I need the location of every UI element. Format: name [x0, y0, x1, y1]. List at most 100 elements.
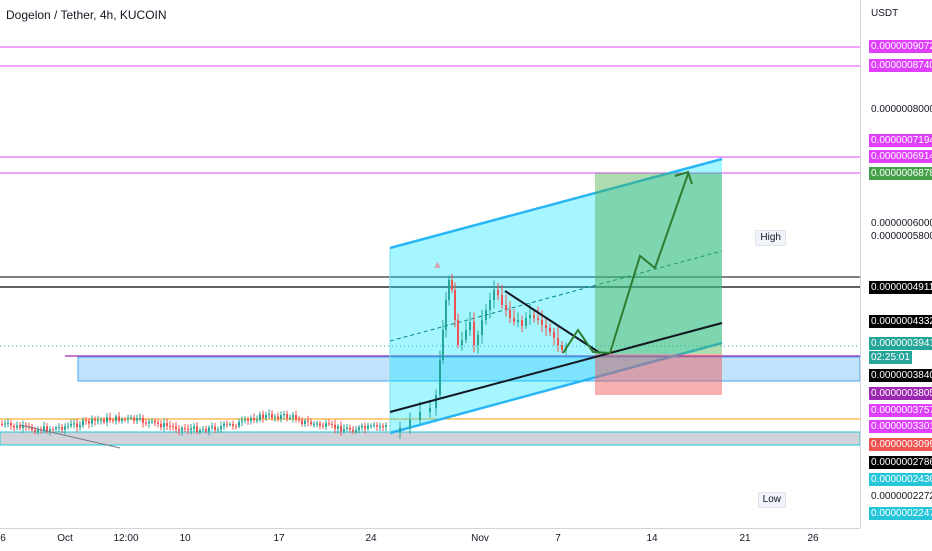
- candle-body: [250, 418, 252, 421]
- candle-body: [385, 425, 387, 427]
- price-label-3757: 0.0000003757: [869, 404, 932, 417]
- channel-bottom-line[interactable]: [389, 341, 723, 435]
- candle-body: [22, 425, 24, 428]
- black-support-trend[interactable]: [389, 322, 723, 413]
- price-label-3099: 0.0000003099: [869, 438, 932, 451]
- candle-body: [13, 425, 15, 428]
- candle-body: [220, 426, 222, 430]
- candle-body: [205, 428, 207, 432]
- candle-body: [226, 423, 228, 425]
- candle-body: [49, 429, 51, 432]
- support-zone-gray[interactable]: [0, 431, 860, 446]
- triangle-upper-line[interactable]: [504, 290, 601, 354]
- candle-body: [451, 280, 453, 290]
- candle-body: [28, 426, 30, 428]
- price-label-4332: 0.0000004332: [869, 315, 932, 328]
- candle-body: [399, 428, 401, 432]
- candle-body: [115, 416, 117, 422]
- price-tick: 0.0000006000: [871, 218, 932, 229]
- candle-body: [525, 318, 527, 326]
- candle-body: [355, 430, 357, 432]
- price-label-3805: 0.0000003805: [869, 387, 932, 400]
- candle-body: [124, 419, 126, 421]
- support-zone-blue[interactable]: [77, 356, 860, 382]
- candle-body: [193, 426, 195, 429]
- candle-body: [485, 310, 487, 320]
- candle-body: [379, 426, 381, 428]
- stop-zone[interactable]: [595, 354, 722, 395]
- price-label-7194: 0.0000007194: [869, 134, 932, 147]
- time-axis[interactable]: 6 Oct 12:00 10 17 24 Nov 7 14 21 26: [0, 528, 860, 551]
- candle-body: [85, 420, 87, 422]
- candle-body: [313, 423, 315, 425]
- high-tag: High: [755, 230, 786, 246]
- candle-body: [352, 429, 354, 432]
- candle-body: [235, 425, 237, 427]
- gray-trend-line[interactable]: [19, 424, 121, 449]
- candle-body: [549, 328, 551, 332]
- candle-body: [457, 320, 459, 345]
- target-zone[interactable]: [595, 173, 722, 354]
- candle-body: [340, 426, 342, 432]
- candle-body: [533, 315, 535, 318]
- countdown-label: 02:25:01: [869, 351, 912, 364]
- price-unit: USDT: [871, 8, 899, 19]
- candle-body: [364, 426, 366, 429]
- candle-body: [477, 335, 479, 345]
- price-tick: 0.0000002272: [871, 491, 932, 502]
- candle-body: [55, 427, 57, 430]
- candle-body: [88, 420, 90, 424]
- candle-body: [154, 420, 156, 423]
- candle-body: [325, 423, 327, 427]
- candle-body: [145, 422, 147, 424]
- time-tick: Oct: [57, 533, 73, 544]
- candle-body: [241, 420, 243, 422]
- candle-body: [133, 417, 135, 421]
- time-tick: 10: [179, 533, 191, 544]
- candle-body: [509, 310, 511, 318]
- channel-top-line[interactable]: [389, 157, 723, 250]
- candle-body: [148, 421, 150, 424]
- candle-body: [94, 418, 96, 421]
- candle-body: [244, 419, 246, 421]
- candle-body: [7, 423, 9, 425]
- candle-body: [517, 320, 519, 322]
- candle-body: [361, 426, 363, 428]
- time-tick: 12:00: [113, 533, 139, 544]
- candle-body: [214, 426, 216, 431]
- chart-canvas[interactable]: ▲ Dogelon / Tether, 4h, KUCOIN High Low: [0, 0, 860, 528]
- candle-body: [64, 426, 66, 430]
- candle-body: [256, 419, 258, 421]
- price-scale[interactable]: USDT 0.0000008000 0.0000006000 0.0000005…: [860, 0, 932, 528]
- candle-body: [280, 415, 282, 419]
- candle-body: [202, 428, 204, 431]
- candle-body: [334, 424, 336, 429]
- low-tag: Low: [757, 492, 786, 508]
- candle-body: [247, 419, 249, 421]
- candle-body: [283, 414, 285, 416]
- price-label-3301: 0.0000003301: [869, 420, 932, 433]
- candle-body: [445, 300, 447, 330]
- candle-body: [497, 290, 499, 295]
- price-label-9072: 0.0000009072: [869, 40, 932, 53]
- chart-drawing[interactable]: ▲: [0, 0, 860, 528]
- candle-body: [419, 412, 421, 420]
- candle-body: [175, 426, 177, 430]
- candle-body: [223, 423, 225, 427]
- candle-body: [337, 426, 339, 429]
- projected-path[interactable]: [562, 173, 689, 355]
- candle-body: [274, 416, 276, 418]
- candle-body: [181, 427, 183, 431]
- price-tick: 0.0000008000: [871, 104, 932, 115]
- candle-body: [97, 420, 99, 422]
- candle-body: [493, 290, 495, 300]
- price-tick: 0.0000005800: [871, 231, 932, 242]
- candle-body: [529, 315, 531, 318]
- candle-body: [513, 318, 515, 322]
- candle-body: [271, 414, 273, 418]
- candle-body: [429, 408, 431, 412]
- candle-body: [298, 419, 300, 421]
- price-label-2436: 0.0000002436: [869, 473, 932, 486]
- candle-body: [322, 425, 324, 427]
- candle-body: [541, 320, 543, 325]
